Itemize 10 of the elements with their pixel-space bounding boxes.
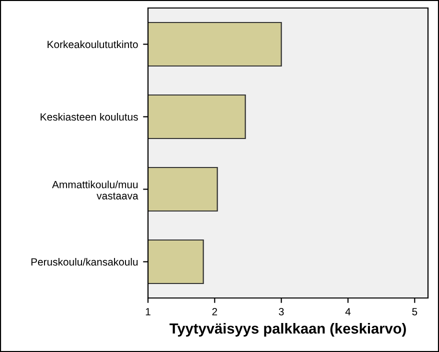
y-tick-label: Keskiasteen koulutus <box>40 112 138 121</box>
y-tick-label: Korkeakoulututkinto <box>48 40 138 48</box>
x-tick-label: 2 <box>212 308 218 316</box>
x-axis-title: Tyytyväisyys palkkaan (keskiarvo) <box>170 322 406 337</box>
x-tick-label: 1 <box>146 308 150 316</box>
x-tick-label: 4 <box>345 308 351 316</box>
x-tick-label: 3 <box>278 308 284 316</box>
x-tick-label: 5 <box>412 308 418 316</box>
y-tick-label: Peruskoulu/kansakoulu <box>31 258 138 266</box>
y-tick-label: Ammattikoulu/muu vastaava <box>52 180 138 200</box>
